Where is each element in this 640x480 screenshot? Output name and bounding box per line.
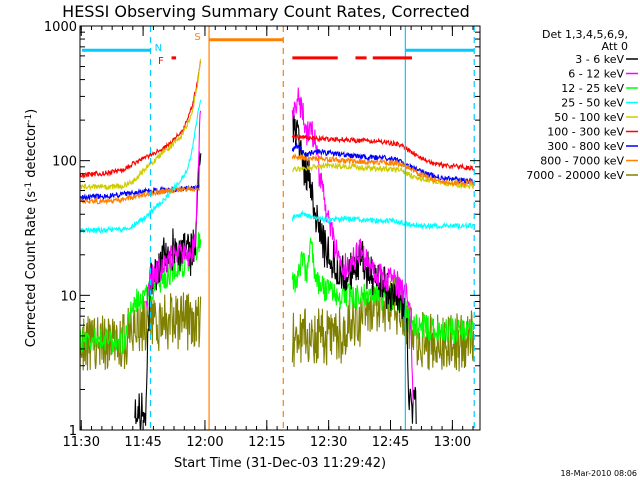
legend-header-2: Att 0 [602, 40, 628, 53]
y-axis-label-superscript: -1 [24, 114, 34, 123]
legend-entry-3: 12 - 25 keV [561, 82, 624, 95]
series-1-segment-2 [291, 276, 475, 372]
series-line-5 [79, 61, 475, 179]
series-4-segment-1 [145, 110, 202, 309]
y-tick-label-4: 1000 [44, 20, 77, 35]
series-line-8 [79, 99, 475, 234]
legend-entry-6: 100 - 300 keV [547, 126, 624, 139]
x-tick-label-3: 12:00 [186, 435, 223, 450]
series-9-segment-2 [291, 153, 475, 187]
plot-frame [79, 25, 481, 431]
series-5-segment-1 [79, 61, 202, 179]
series-8-segment-1 [79, 99, 202, 234]
legend-entry-2: 6 - 12 keV [568, 68, 624, 81]
axes-layer: 11:30 11:45 12:00 12:15 12:30 12:45 13:00 1 10 10… [44, 20, 480, 450]
legend-entry-5: 50 - 100 keV [554, 111, 624, 124]
x-tick-label-4: 12:15 [248, 435, 285, 450]
x-tick-label-5: 12:30 [310, 435, 347, 450]
y-tick-label-1: 1 [69, 424, 77, 439]
series-layer [79, 58, 475, 430]
y-tick-label-3: 100 [52, 155, 77, 170]
chart-title: HESSI Observing Summary Count Rates, Cor… [62, 2, 470, 21]
series-8-segment-2 [291, 209, 475, 231]
series-3-segment-1 [134, 151, 202, 430]
x-tick-label-7: 13:00 [434, 435, 471, 450]
flag-label-2: F [158, 56, 164, 67]
y-axis-label-part: ) [24, 109, 39, 114]
flag-label-3: S [194, 32, 200, 43]
y-axis-label-superscript: -1 [24, 182, 34, 191]
x-tick-label-1: 11:30 [63, 435, 100, 450]
legend-entry-1: 3 - 6 keV [575, 53, 624, 66]
legend-header-1: Det 1,3,4,5,6,9, [542, 28, 628, 41]
series-line-9 [79, 153, 475, 206]
series-6-segment-2 [291, 142, 475, 185]
x-tick-label-2: 11:45 [124, 435, 161, 450]
y-axis-label: Corrected Count Rate (s-1 detector-1) [24, 109, 39, 347]
series-9-segment-1 [79, 185, 201, 206]
legend: Det 1,3,4,5,6,9,Att 03 - 6 keV 6 - 12 keV… [526, 28, 638, 182]
flag-label-1: N [155, 43, 162, 54]
y-axis-label-part: detector [24, 122, 39, 182]
series-7-segment-1 [79, 58, 202, 192]
legend-entry-8: 800 - 7000 keV [540, 155, 624, 168]
x-tick-label-6: 12:45 [372, 435, 409, 450]
series-5-segment-2 [291, 133, 475, 172]
y-tick-label-2: 10 [60, 289, 77, 304]
y-axis-label-part: Corrected Count Rate (s [24, 191, 39, 348]
series-2-segment-2 [291, 237, 475, 345]
legend-entry-9: 7000 - 20000 keV [526, 169, 624, 182]
legend-entry-7: 300 - 800 keV [547, 140, 624, 153]
marks-layer: NF S [82, 26, 475, 430]
footer-timestamp: 18-Mar-2010 08:06 [561, 469, 638, 478]
legend-entry-4: 25 - 50 keV [561, 97, 624, 110]
x-axis-label: Start Time (31-Dec-03 11:29:42) [174, 456, 386, 471]
